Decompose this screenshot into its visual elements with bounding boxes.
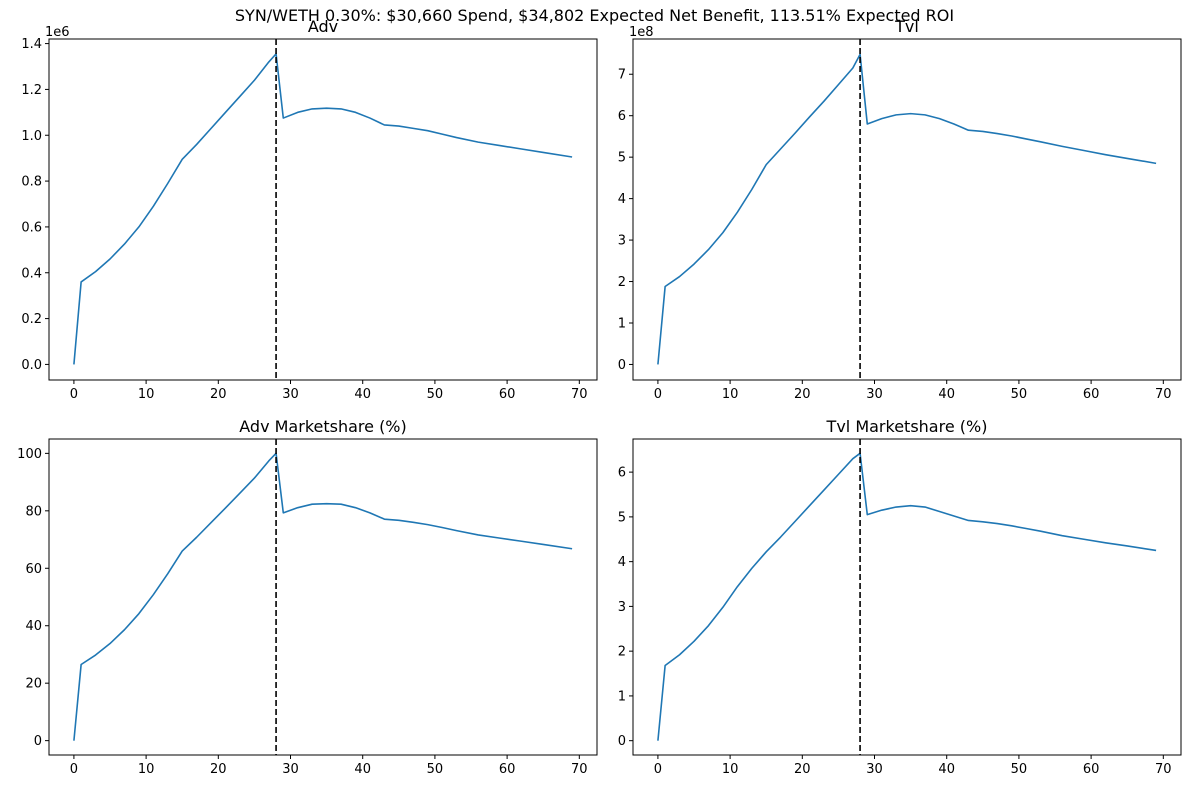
y-tick-label: 2: [618, 275, 626, 290]
x-tick-label: 50: [1011, 387, 1028, 402]
series-line: [73, 53, 573, 365]
series-line: [657, 53, 1157, 365]
y-tick-label: 3: [618, 600, 626, 615]
y-tick-label: 0.8: [21, 175, 42, 190]
y-tick-label: 0: [618, 358, 626, 373]
y-offset-text: 1e6: [45, 25, 70, 40]
y-tick-label: 80: [25, 504, 42, 519]
plot-frame: [632, 38, 1182, 381]
x-tick-label: 40: [354, 762, 371, 777]
x-tick-label: 30: [282, 762, 299, 777]
y-tick-label: 40: [25, 619, 42, 634]
x-tick-label: 70: [1155, 387, 1172, 402]
plot-frame: [632, 438, 1182, 756]
x-tick-label: 60: [1083, 387, 1100, 402]
y-tick-label: 3: [618, 234, 626, 249]
x-tick-label: 30: [282, 387, 299, 402]
series-line: [657, 452, 1157, 741]
y-tick-label: 2: [618, 645, 626, 660]
y-tick-label: 1.2: [21, 83, 42, 98]
y-tick-label: 20: [25, 677, 42, 692]
x-tick-label: 0: [70, 387, 78, 402]
x-tick-label: 20: [794, 387, 811, 402]
x-tick-label: 20: [794, 762, 811, 777]
chart-title: Tvl Marketshare (%): [826, 417, 988, 436]
y-tick-label: 7: [618, 68, 626, 83]
chart-adv-marketshare: Adv Marketshare (%) 0 10 20 30 40 50 60 70 0 20 40 6…: [17, 417, 598, 777]
x-tick-label: 40: [938, 762, 955, 777]
y-tick-label: 0: [618, 734, 626, 749]
x-tick-label: 60: [499, 387, 516, 402]
plot-frame: [48, 38, 598, 381]
x-tick-label: 20: [210, 387, 227, 402]
series-line: [73, 452, 573, 741]
x-tick-label: 50: [427, 387, 444, 402]
y-tick-label: 60: [25, 562, 42, 577]
y-tick-label: 1.4: [21, 37, 42, 52]
y-offset-text: 1e8: [629, 25, 654, 40]
y-tick-label: 4: [618, 555, 626, 570]
x-tick-label: 40: [354, 387, 371, 402]
x-tick-label: 50: [1011, 762, 1028, 777]
y-tick-label: 4: [618, 192, 626, 207]
y-tick-label: 0.6: [21, 220, 42, 235]
y-tick-label: 0: [34, 734, 42, 749]
y-tick-label: 0.4: [21, 266, 42, 281]
chart-title: Adv: [308, 17, 338, 36]
x-tick-label: 20: [210, 762, 227, 777]
chart-adv: Adv 1e6 0 10 20 30 40 50 60 70 0.0 0.2 0.4 0.6 0.8 1.0 1…: [21, 17, 598, 402]
y-tick-label: 6: [618, 466, 626, 481]
x-tick-label: 0: [70, 762, 78, 777]
y-tick-label: 1: [618, 316, 626, 331]
x-tick-label: 60: [499, 762, 516, 777]
x-tick-label: 40: [938, 387, 955, 402]
y-tick-label: 1: [618, 689, 626, 704]
chart-tvl: Tvl 1e8 0 10 20 30 40 50 60 70 0 1 2 3 4 5 6 7: [618, 17, 1182, 402]
y-tick-label: 5: [618, 510, 626, 525]
x-tick-label: 30: [866, 762, 883, 777]
x-tick-label: 60: [1083, 762, 1100, 777]
chart-title: Tvl: [894, 17, 919, 36]
y-tick-label: 0.0: [21, 358, 42, 373]
x-tick-label: 10: [722, 762, 739, 777]
y-tick-label: 6: [618, 109, 626, 124]
plot-frame: [48, 438, 598, 756]
x-tick-label: 10: [138, 762, 155, 777]
y-tick-label: 5: [618, 151, 626, 166]
y-tick-label: 100: [17, 447, 42, 462]
chart-title: Adv Marketshare (%): [239, 417, 407, 436]
y-tick-label: 0.2: [21, 312, 42, 327]
x-tick-label: 10: [138, 387, 155, 402]
x-tick-label: 70: [571, 762, 588, 777]
x-tick-label: 30: [866, 387, 883, 402]
figure-title: SYN/WETH 0.30%: $30,660 Spend, $34,802 E…: [234, 6, 955, 25]
y-tick-label: 1.0: [21, 129, 42, 144]
chart-tvl-marketshare: Tvl Marketshare (%) 0 10 20 30 40 50 60 70 0 1 2 3 4 5…: [618, 417, 1182, 777]
x-tick-label: 0: [654, 387, 662, 402]
x-tick-label: 70: [571, 387, 588, 402]
x-tick-label: 10: [722, 387, 739, 402]
x-tick-label: 0: [654, 762, 662, 777]
x-tick-label: 70: [1155, 762, 1172, 777]
x-tick-label: 50: [427, 762, 444, 777]
